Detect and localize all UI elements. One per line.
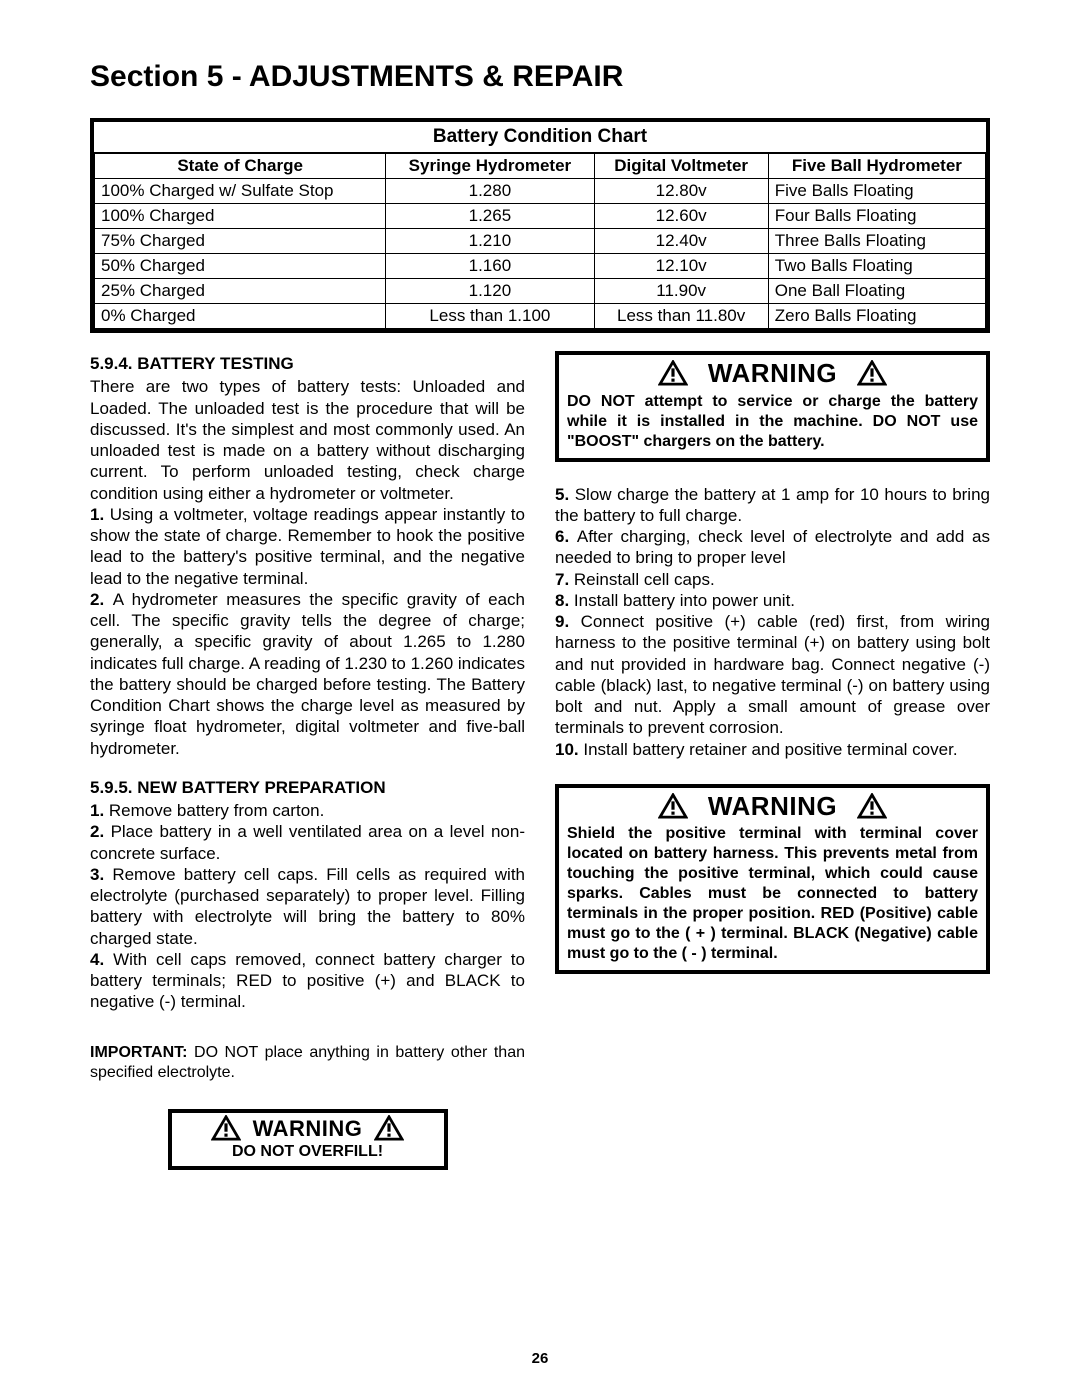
table-cell: Less than 1.100 (386, 304, 594, 329)
left-column: 5.9.4. BATTERY TESTING There are two typ… (90, 351, 525, 1170)
important-note: IMPORTANT: DO NOT place anything in batt… (90, 1043, 525, 1083)
list-item: 9. Connect positive (+) cable (red) firs… (555, 611, 990, 739)
step-text: A hydrometer measures the specific gravi… (90, 590, 525, 758)
step-number: 2. (90, 822, 111, 841)
step-text: Install battery retainer and positive te… (583, 740, 957, 759)
list-item: 2. A hydrometer measures the specific gr… (90, 589, 525, 759)
step-text: Remove battery from carton. (109, 801, 324, 820)
page-number: 26 (0, 1350, 1080, 1367)
list-item: 4. With cell caps removed, connect batte… (90, 949, 525, 1013)
table-cell: 11.90v (594, 279, 768, 304)
step-text: Install battery into power unit. (574, 591, 795, 610)
table-cell: Zero Balls Floating (768, 304, 985, 329)
warning-shield-body: Shield the positive terminal with termin… (559, 824, 986, 970)
table-cell: 1.280 (386, 179, 594, 204)
table-row: 75% Charged1.21012.40vThree Balls Floati… (95, 229, 986, 254)
step-text: Using a voltmeter, voltage readings appe… (90, 505, 525, 588)
new-battery-prep-heading: 5.9.5. NEW BATTERY PREPARATION (90, 777, 525, 798)
table-header: Five Ball Hydrometer (768, 154, 985, 179)
table-header: Syringe Hydrometer (386, 154, 594, 179)
section-title: Section 5 - ADJUSTMENTS & REPAIR (90, 60, 990, 94)
list-item: 8. Install battery into power unit. (555, 590, 990, 611)
table-row: 25% Charged1.12011.90vOne Ball Floating (95, 279, 986, 304)
warning-shield-box: WARNING Shield the positive terminal wit… (555, 784, 990, 975)
table-cell: 75% Charged (95, 229, 386, 254)
warning-service-box: WARNING DO NOT attempt to service or cha… (555, 351, 990, 462)
step-text: Remove battery cell caps. Fill cells as … (90, 865, 525, 948)
step-text: Connect positive (+) cable (red) first, … (555, 612, 990, 737)
table-row: 100% Charged w/ Sulfate Stop1.28012.80vF… (95, 179, 986, 204)
step-number: 10. (555, 740, 583, 759)
list-item: 6. After charging, check level of electr… (555, 526, 990, 569)
table-row: 50% Charged1.16012.10vTwo Balls Floating (95, 254, 986, 279)
battery-testing-intro: There are two types of battery tests: Un… (90, 376, 525, 504)
table-cell: 1.210 (386, 229, 594, 254)
battery-testing-heading: 5.9.4. BATTERY TESTING (90, 353, 525, 374)
list-item: 1. Using a voltmeter, voltage readings a… (90, 504, 525, 589)
table-cell: Two Balls Floating (768, 254, 985, 279)
table-cell: 100% Charged w/ Sulfate Stop (95, 179, 386, 204)
step-text: Place battery in a well ventilated area … (90, 822, 525, 862)
warning-label: WARNING (708, 357, 837, 390)
warning-triangle-icon (857, 793, 887, 819)
warning-triangle-icon (211, 1115, 241, 1141)
warning-triangle-icon (658, 360, 688, 386)
step-number: 9. (555, 612, 581, 631)
step-text: After charging, check level of electroly… (555, 527, 990, 567)
table-cell: 0% Charged (95, 304, 386, 329)
warning-label: WARNING (253, 1115, 363, 1143)
list-item: 7. Reinstall cell caps. (555, 569, 990, 590)
step-number: 1. (90, 505, 110, 524)
chart-title: Battery Condition Chart (94, 122, 986, 153)
step-number: 7. (555, 570, 574, 589)
table-cell: 1.160 (386, 254, 594, 279)
table-cell: 12.60v (594, 204, 768, 229)
warning-service-body: DO NOT attempt to service or charge the … (559, 392, 986, 458)
step-number: 1. (90, 801, 109, 820)
table-header: State of Charge (95, 154, 386, 179)
table-cell: 12.10v (594, 254, 768, 279)
table-cell: 100% Charged (95, 204, 386, 229)
step-number: 8. (555, 591, 574, 610)
table-cell: One Ball Floating (768, 279, 985, 304)
step-text: Reinstall cell caps. (574, 570, 715, 589)
list-item: 10. Install battery retainer and positiv… (555, 739, 990, 760)
important-label: IMPORTANT: (90, 1044, 187, 1061)
list-item: 2. Place battery in a well ventilated ar… (90, 821, 525, 864)
step-number: 2. (90, 590, 113, 609)
right-column: WARNING DO NOT attempt to service or cha… (555, 351, 990, 1170)
step-number: 6. (555, 527, 577, 546)
table-cell: Three Balls Floating (768, 229, 985, 254)
table-cell: 12.80v (594, 179, 768, 204)
table-cell: 12.40v (594, 229, 768, 254)
step-text: With cell caps removed, connect battery … (90, 950, 525, 1012)
table-header: Digital Voltmeter (594, 154, 768, 179)
table-row: 100% Charged1.26512.60vFour Balls Floati… (95, 204, 986, 229)
list-item: 5. Slow charge the battery at 1 amp for … (555, 484, 990, 527)
chart-table: State of ChargeSyringe HydrometerDigital… (94, 153, 986, 329)
table-cell: Less than 11.80v (594, 304, 768, 329)
warning-overfill-box: WARNING DO NOT OVERFILL! (168, 1109, 448, 1171)
list-item: 1. Remove battery from carton. (90, 800, 525, 821)
warning-label: WARNING (708, 790, 837, 823)
warning-overfill-body: DO NOT OVERFILL! (172, 1142, 444, 1166)
step-number: 3. (90, 865, 112, 884)
step-number: 5. (555, 485, 575, 504)
table-cell: 25% Charged (95, 279, 386, 304)
warning-triangle-icon (857, 360, 887, 386)
warning-triangle-icon (374, 1115, 404, 1141)
step-number: 4. (90, 950, 113, 969)
table-cell: 50% Charged (95, 254, 386, 279)
table-cell: 1.120 (386, 279, 594, 304)
step-text: Slow charge the battery at 1 amp for 10 … (555, 485, 990, 525)
list-item: 3. Remove battery cell caps. Fill cells … (90, 864, 525, 949)
table-cell: 1.265 (386, 204, 594, 229)
table-cell: Four Balls Floating (768, 204, 985, 229)
table-row: 0% ChargedLess than 1.100Less than 11.80… (95, 304, 986, 329)
warning-triangle-icon (658, 793, 688, 819)
table-cell: Five Balls Floating (768, 179, 985, 204)
battery-condition-chart: Battery Condition Chart State of ChargeS… (90, 118, 990, 333)
